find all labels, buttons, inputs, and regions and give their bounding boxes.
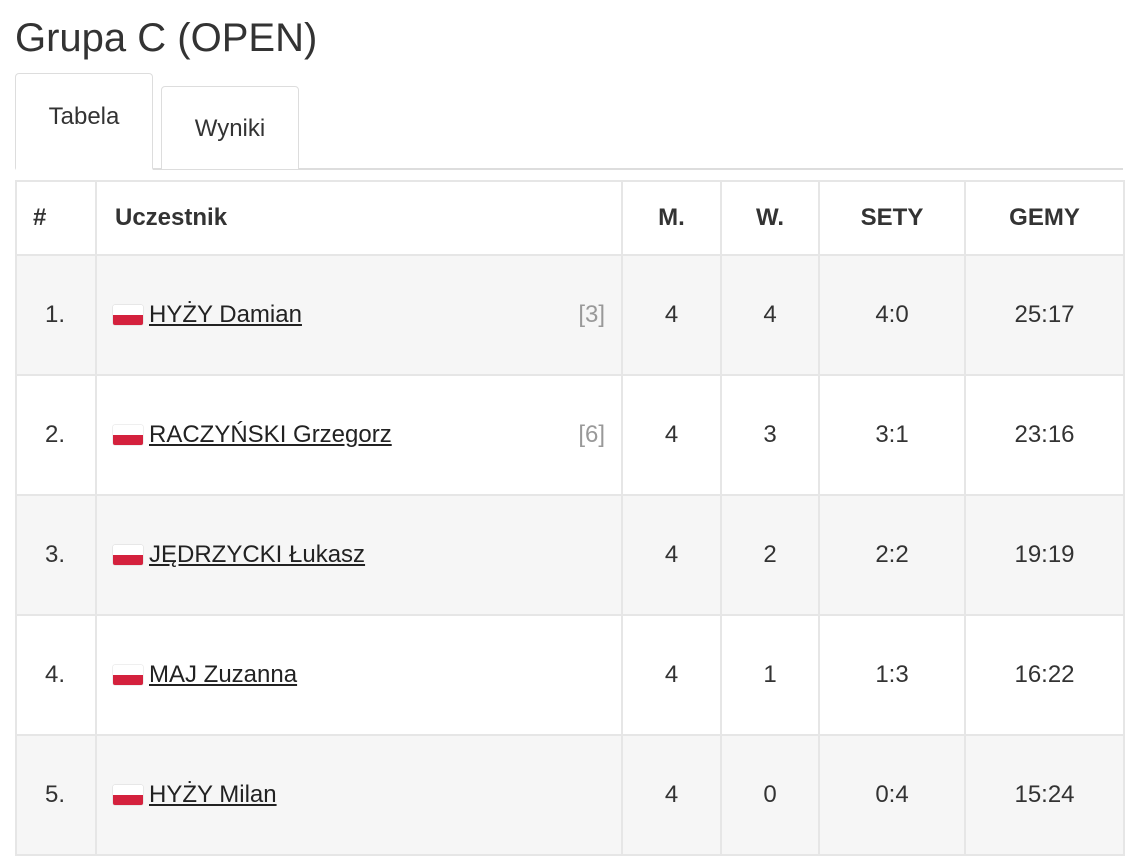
player-link[interactable]: MAJ Zuzanna <box>149 661 298 688</box>
sety-cell: 3:1 <box>818 374 966 496</box>
page-title: Grupa C (OPEN) <box>15 16 318 60</box>
rank-cell: 3. <box>15 494 97 616</box>
gemy-cell: 15:24 <box>964 734 1125 856</box>
sety-cell: 0:4 <box>818 734 966 856</box>
m-cell: 4 <box>621 614 722 736</box>
player-link[interactable]: JĘDRZYCKI Łukasz <box>149 541 366 568</box>
rank-cell: 1. <box>15 254 97 376</box>
flag-icon <box>113 665 143 685</box>
m-cell: 4 <box>621 374 722 496</box>
gemy-cell: 16:22 <box>964 614 1125 736</box>
column-header: # <box>15 180 97 256</box>
player-link[interactable]: HYŻY Milan <box>149 781 277 808</box>
seed: [3] <box>578 301 605 328</box>
flag-icon <box>113 425 143 445</box>
player-link[interactable]: RACZYŃSKI Grzegorz <box>149 421 392 448</box>
w-cell: 3 <box>720 374 820 496</box>
sety-cell: 2:2 <box>818 494 966 616</box>
table-row: 4. MAJ Zuzanna 4 1 1:3 16:22 <box>15 614 1125 736</box>
m-cell: 4 <box>621 254 722 376</box>
flag-icon <box>113 305 143 325</box>
participant-cell: MAJ Zuzanna <box>95 614 623 736</box>
flag-icon <box>113 785 143 805</box>
table-row: 3. JĘDRZYCKI Łukasz 4 2 2:2 19:19 <box>15 494 1125 616</box>
w-cell: 0 <box>720 734 820 856</box>
column-header: GEMY <box>964 180 1125 256</box>
gemy-cell: 19:19 <box>964 494 1125 616</box>
sety-cell: 1:3 <box>818 614 966 736</box>
m-cell: 4 <box>621 494 722 616</box>
table-row: 5. HYŻY Milan 4 0 0:4 15:24 <box>15 734 1125 856</box>
participant-cell: JĘDRZYCKI Łukasz <box>95 494 623 616</box>
sety-cell: 4:0 <box>818 254 966 376</box>
w-cell: 1 <box>720 614 820 736</box>
rank-cell: 5. <box>15 734 97 856</box>
column-header: M. <box>621 180 722 256</box>
tab-bar: Tabela Wyniki <box>15 73 1123 170</box>
tab[interactable]: Wyniki <box>161 86 299 170</box>
standings-table: # Uczestnik M. W. SETY GEMY 1. HYŻY Damia… <box>15 180 1125 856</box>
player-link[interactable]: HYŻY Damian <box>149 301 302 328</box>
rank-cell: 2. <box>15 374 97 496</box>
participant-cell: HYŻY Damian [3] <box>95 254 623 376</box>
participant-cell: HYŻY Milan <box>95 734 623 856</box>
table-body: 1. HYŻY Damian [3] 4 4 4:0 25:17 2. RACZYŃSKI Gr… <box>15 254 1125 856</box>
participant-cell: RACZYŃSKI Grzegorz [6] <box>95 374 623 496</box>
m-cell: 4 <box>621 734 722 856</box>
flag-icon <box>113 545 143 565</box>
column-header: Uczestnik <box>95 180 623 256</box>
seed: [6] <box>578 421 605 448</box>
gemy-cell: 23:16 <box>964 374 1125 496</box>
table-row: 2. RACZYŃSKI Grzegorz [6] 4 3 3:1 23:16 <box>15 374 1125 496</box>
w-cell: 4 <box>720 254 820 376</box>
column-header: SETY <box>818 180 966 256</box>
w-cell: 2 <box>720 494 820 616</box>
column-header: W. <box>720 180 820 256</box>
rank-cell: 4. <box>15 614 97 736</box>
gemy-cell: 25:17 <box>964 254 1125 376</box>
header-row: # Uczestnik M. W. SETY GEMY <box>15 180 1125 256</box>
tab[interactable]: Tabela <box>15 73 153 170</box>
table-row: 1. HYŻY Damian [3] 4 4 4:0 25:17 <box>15 254 1125 376</box>
